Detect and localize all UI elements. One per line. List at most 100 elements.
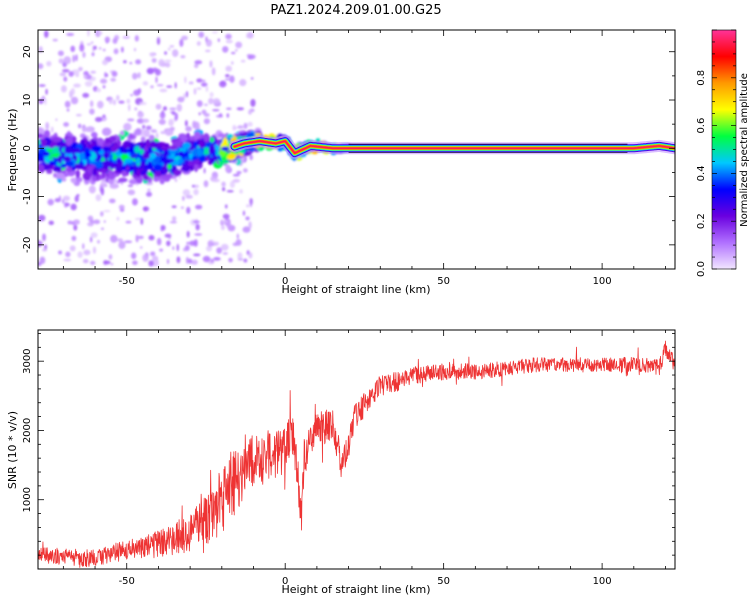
spectrogram-cell xyxy=(236,107,245,111)
spectrogram-cell xyxy=(78,66,83,72)
spectrogram-cell xyxy=(164,59,172,62)
spectrogram-cell xyxy=(136,169,141,178)
spectrogram-cell xyxy=(90,131,98,138)
spectrogram-cell xyxy=(178,151,184,157)
spectrogram-cell xyxy=(45,88,48,95)
spectrogram-cell xyxy=(145,125,152,130)
spectrogram-cell xyxy=(124,148,135,153)
spectrogram-xtick-label: -50 xyxy=(119,276,135,287)
spectrogram-xlabel: Height of straight line (km) xyxy=(281,283,430,296)
spectrogram-cell xyxy=(206,245,213,252)
spectrogram-cell xyxy=(156,237,162,246)
figure-title: PAZ1.2024.209.01.00.G25 xyxy=(270,3,441,18)
spectrogram-cell xyxy=(183,93,186,99)
spectrogram-cell xyxy=(63,76,68,82)
spectrogram-cell xyxy=(224,78,231,81)
spectrogram-cell xyxy=(139,141,145,147)
spectrogram-cell xyxy=(176,103,183,112)
spectrogram-cell xyxy=(53,172,57,178)
spectrogram-cell xyxy=(220,146,230,151)
spectrogram-cell xyxy=(188,81,194,85)
spectrogram-cell xyxy=(149,252,156,257)
spectrogram-cell xyxy=(219,113,223,118)
spectrogram-cell xyxy=(133,89,141,96)
spectrogram-cell xyxy=(62,68,70,73)
spectrogram-cell xyxy=(186,242,190,245)
spectrogram-frame xyxy=(37,29,676,270)
spectrogram-cell xyxy=(151,58,157,63)
spectrogram-cell xyxy=(135,234,139,243)
spectrogram-cell xyxy=(163,106,167,111)
spectrogram-cell xyxy=(84,151,92,158)
spectrogram-cell xyxy=(75,113,82,117)
spectrogram-cell xyxy=(123,122,132,131)
spectrogram-cell xyxy=(182,142,191,149)
spectrogram-cell xyxy=(70,177,77,184)
spectrogram-cell xyxy=(155,76,158,84)
spectrogram-cell xyxy=(57,154,63,164)
spectrogram-cell xyxy=(58,195,62,202)
spectrogram-cell xyxy=(161,225,166,231)
spectrogram-cell xyxy=(66,166,73,173)
spectrogram-cell xyxy=(203,180,209,188)
spectrogram-ytick-label: 10 xyxy=(22,94,33,107)
spectrogram-cell xyxy=(235,239,242,246)
spectrogram-cell xyxy=(193,184,199,189)
spectrogram-cell xyxy=(248,109,252,115)
spectrogram-cell xyxy=(44,244,48,250)
spectrogram-cell xyxy=(226,190,234,193)
spectrogram-cell xyxy=(102,178,106,182)
colorbar: 0.0 0.2 0.4 0.6 0.8 Normalized spectral ampl… xyxy=(696,29,750,277)
spectrogram-cell xyxy=(38,63,44,70)
spectrogram-cell xyxy=(148,235,155,241)
spectrogram-cell xyxy=(52,38,58,42)
spectrogram-cell xyxy=(51,146,60,156)
spectrogram-cell xyxy=(97,239,100,244)
spectrogram-cell xyxy=(90,260,96,265)
spectrogram-cell xyxy=(125,220,132,224)
spectrogram-cell xyxy=(213,241,220,246)
spectrogram-cell xyxy=(142,124,146,130)
spectrogram-cell xyxy=(95,146,102,152)
spectrogram-cell xyxy=(196,78,203,83)
spectrogram-cell xyxy=(222,213,230,219)
spectrogram-cell xyxy=(98,47,102,50)
spectrogram-cell xyxy=(104,36,110,43)
spectrogram-cell xyxy=(91,175,97,182)
spectrogram-cell xyxy=(142,206,150,212)
spectrogram-cell xyxy=(202,255,211,263)
spectrogram-cell xyxy=(64,146,74,154)
spectrogram-band-layer xyxy=(233,140,675,154)
spectrogram-cell xyxy=(247,121,253,127)
spectrogram-cell xyxy=(135,59,142,65)
spectrogram-cell xyxy=(219,80,227,88)
spectrogram-cell xyxy=(79,152,85,161)
spectrogram-cell xyxy=(62,195,71,202)
spectrogram-cell xyxy=(208,97,214,105)
spectrogram-cell xyxy=(211,31,218,34)
spectrogram-cell xyxy=(193,63,199,69)
snr-ytick-label: 3000 xyxy=(22,348,33,373)
spectrogram-cell xyxy=(225,65,233,72)
spectrogram-cell xyxy=(111,71,118,77)
spectrogram-cell xyxy=(55,165,61,170)
spectrogram-cell xyxy=(108,154,114,160)
spectrogram-cell xyxy=(228,257,233,263)
snr-panel: -50 0 50 100 1000 2000 3000 Height of straight… xyxy=(6,329,676,596)
spectrogram-cell xyxy=(38,152,43,160)
spectrogram-cell xyxy=(70,96,79,105)
spectrogram-cell xyxy=(147,188,151,193)
spectrogram-cell xyxy=(93,45,97,50)
spectrogram-cell xyxy=(226,113,230,118)
spectrogram-cell xyxy=(149,53,155,58)
spectrogram-cell xyxy=(129,61,133,65)
snr-ylabel: SNR (10 * v/v) xyxy=(6,411,19,489)
spectrogram-cell xyxy=(184,76,187,84)
spectrogram-cell xyxy=(181,133,186,143)
spectrogram-cell xyxy=(198,112,201,116)
spectrogram-cell xyxy=(192,220,201,224)
spectrogram-cell xyxy=(66,108,70,112)
spectrogram-cell xyxy=(171,216,177,222)
spectrogram-cell xyxy=(153,176,160,182)
